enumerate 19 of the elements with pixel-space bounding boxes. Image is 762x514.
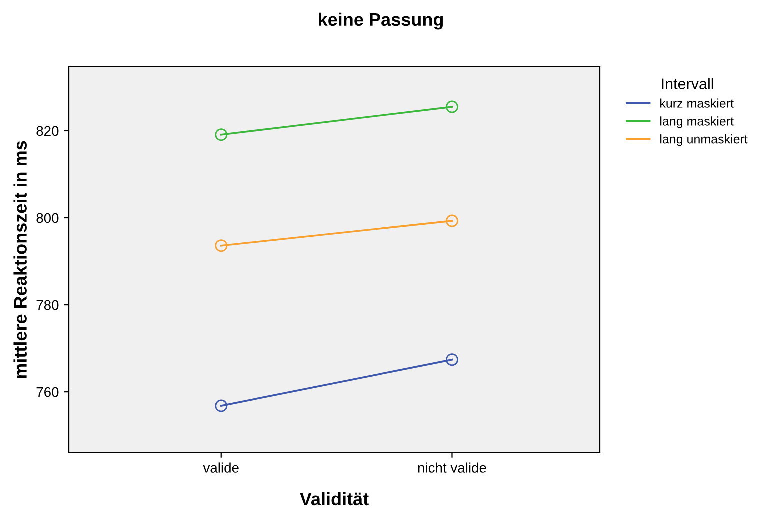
x-tick-label: valide: [203, 462, 239, 473]
chart-title: keine Passung: [319, 12, 444, 30]
point: [446, 354, 458, 366]
y-tick-label: 820: [36, 126, 59, 136]
legend-label: lang maskiert: [660, 116, 734, 128]
y-tick-label: 760: [36, 387, 59, 398]
x-tick-label: nicht valide: [418, 462, 486, 473]
y-axis-title: mittlere Reaktionszeit in ms: [14, 141, 27, 378]
point: [215, 240, 228, 252]
legend-label: lang unmaskiert: [660, 134, 748, 146]
legend-title: Intervall: [662, 78, 714, 90]
y-tick-label: 780: [36, 300, 59, 310]
point: [446, 100, 458, 114]
point: [446, 214, 458, 228]
y-tick-label: 800: [36, 213, 59, 224]
point: [215, 400, 228, 412]
point: [215, 128, 228, 142]
x-axis-title: Validität: [300, 492, 369, 506]
legend-label: kurz maskiert: [660, 98, 734, 108]
